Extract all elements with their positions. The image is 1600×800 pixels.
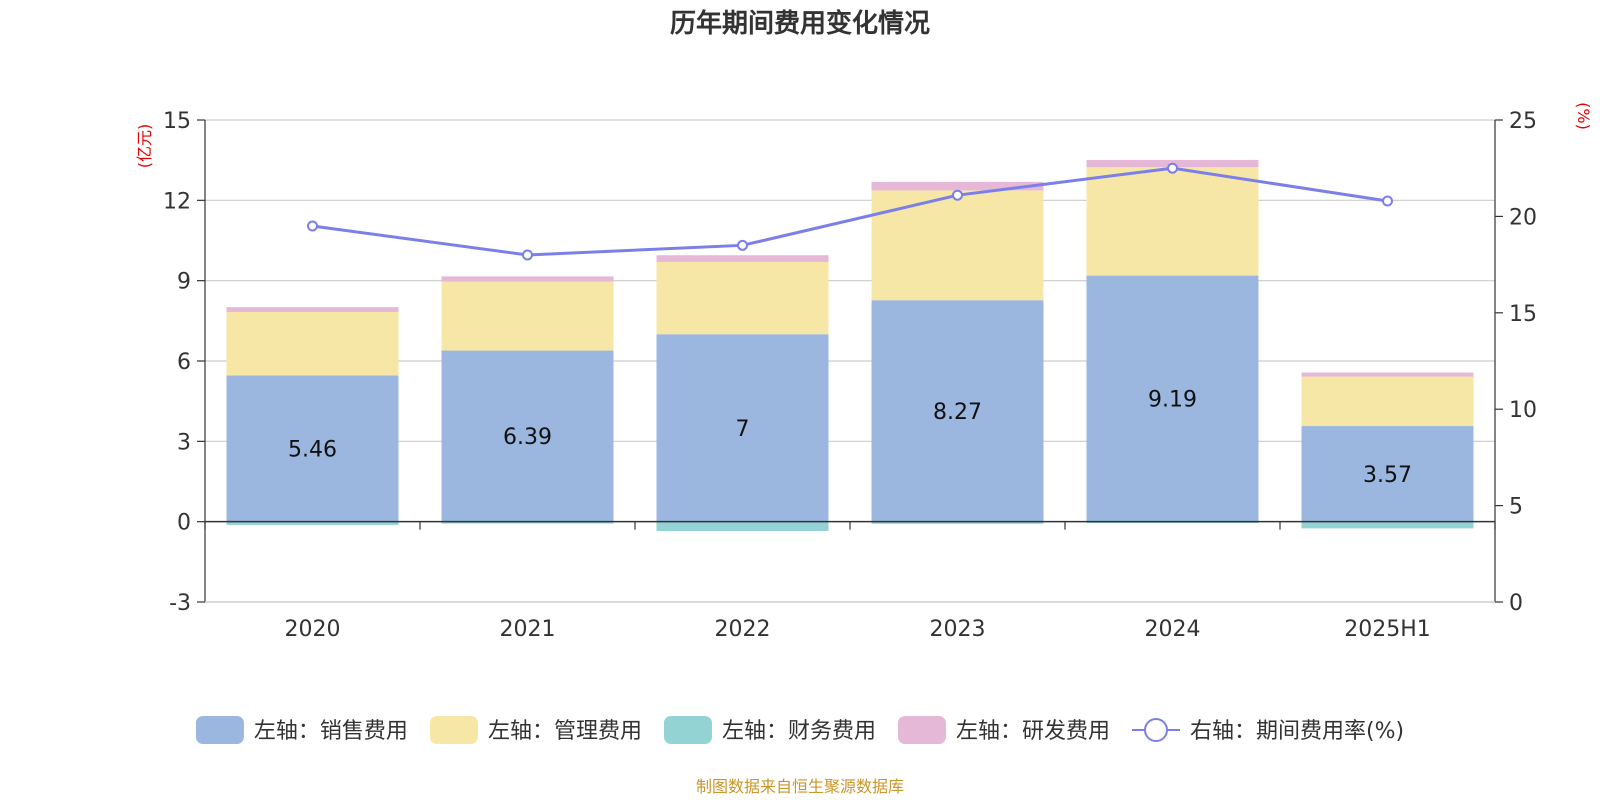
rate-point — [1382, 195, 1393, 207]
right-axis-tick-label: 5 — [1509, 495, 1523, 520]
bar-segment — [441, 521, 614, 524]
legend-swatch — [897, 716, 946, 744]
bar-segment — [1086, 275, 1259, 522]
x-axis-tick-label: 2022 — [715, 617, 771, 642]
legend-label: 左轴：管理费用 — [488, 719, 642, 744]
bar-segment — [226, 307, 399, 312]
bar-segment — [226, 311, 399, 376]
rate-point — [307, 220, 318, 232]
rate-point — [1167, 162, 1178, 174]
bar-segment — [1086, 167, 1259, 276]
right-axis-unit: (%) — [1574, 102, 1593, 130]
left-axis-tick-label: 0 — [177, 511, 191, 536]
x-axis-tick-label: 2021 — [500, 617, 556, 642]
bar-segment — [1301, 426, 1474, 522]
legend-label: 左轴：财务费用 — [722, 719, 876, 744]
bar-segment — [656, 261, 829, 335]
legend-marker — [1143, 718, 1168, 742]
data-labels: 5.46 6.39 7 8.27 9.19 3.57 — [288, 388, 1412, 488]
left-axis-unit: (亿元) — [135, 124, 154, 169]
legend-label: 左轴：研发费用 — [956, 719, 1110, 744]
bar-segment — [1301, 372, 1474, 377]
x-axis-tick-label: 2020 — [285, 617, 341, 642]
chart-title: 历年期间费用变化情况 — [670, 8, 930, 39]
legend-swatch — [429, 716, 478, 744]
right-axis-tick-label: 15 — [1509, 302, 1537, 327]
bar-value-label: 7 — [736, 417, 750, 442]
legend-label: 左轴：销售费用 — [254, 719, 408, 744]
bar-segment — [441, 281, 614, 351]
bar-segment — [226, 521, 399, 525]
bar-segment — [871, 300, 1044, 522]
legend: 左轴：销售费用 左轴：管理费用 左轴：财务费用 左轴：研发费用 右轴：期间费用率(%) — [195, 716, 1404, 744]
bar-value-label: 5.46 — [288, 438, 337, 463]
line-series — [307, 162, 1393, 261]
axes: -3 0 3 6 9 12 15 0 5 10 15 20 25 2020 2021 2022 2023 2024… — [163, 109, 1537, 642]
left-axis-tick-label: 15 — [163, 109, 191, 134]
bar-segment — [441, 276, 614, 282]
bar-value-label: 6.39 — [503, 425, 552, 450]
x-axis-tick-label: 2023 — [930, 617, 986, 642]
left-axis-tick-label: 3 — [177, 430, 191, 455]
legend-swatch — [195, 716, 244, 744]
bar-value-label: 3.57 — [1363, 463, 1412, 488]
rate-line — [312, 166, 1388, 257]
rate-point — [522, 249, 533, 261]
bar-segment — [656, 255, 829, 262]
bar-segment — [1301, 376, 1474, 427]
left-axis-tick-label: 6 — [177, 350, 191, 375]
rate-point — [952, 189, 963, 201]
bar-segment — [441, 350, 614, 522]
legend-label: 右轴：期间费用率(%) — [1190, 719, 1404, 744]
bar-value-label: 9.19 — [1148, 388, 1197, 413]
bar-value-label: 8.27 — [933, 400, 982, 425]
right-axis-tick-label: 0 — [1509, 591, 1523, 616]
bar-segment — [1301, 521, 1474, 529]
x-axis-tick-label: 2024 — [1145, 617, 1201, 642]
bar-segment — [871, 190, 1044, 301]
bar-segment — [871, 521, 1044, 524]
x-axis-tick-label: 2025H1 — [1344, 617, 1431, 642]
bar-series — [226, 159, 1474, 532]
bar-segment — [656, 334, 829, 522]
left-axis-tick-label: 12 — [163, 189, 191, 214]
right-axis-tick-label: 25 — [1509, 109, 1537, 134]
left-axis-tick-label: -3 — [169, 591, 191, 616]
bar-segment — [226, 375, 399, 522]
legend-swatch — [663, 716, 712, 744]
bar-segment — [656, 521, 829, 532]
bar-segment — [871, 181, 1044, 191]
right-axis-tick-label: 10 — [1509, 398, 1537, 423]
source-note: 制图数据来自恒生聚源数据库 — [696, 777, 904, 796]
rate-point — [737, 239, 748, 251]
right-axis-tick-label: 20 — [1509, 205, 1537, 230]
left-axis-tick-label: 9 — [177, 270, 191, 295]
